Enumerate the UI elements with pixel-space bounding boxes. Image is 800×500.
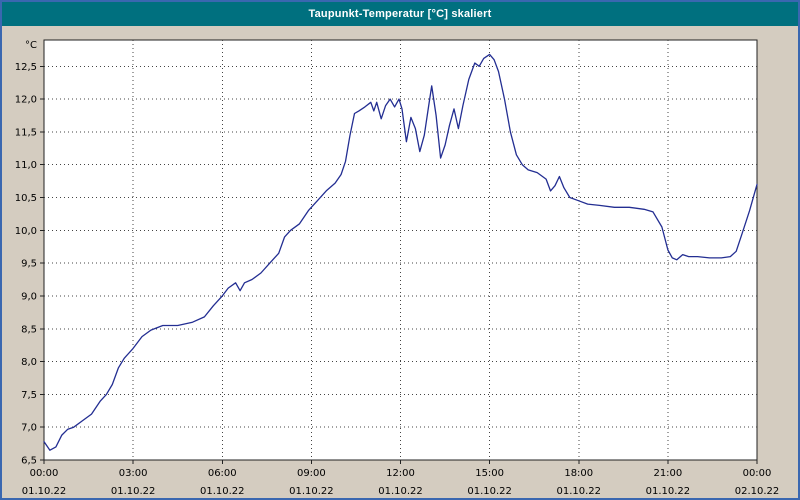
window-title: Taupunkt-Temperatur [°C] skaliert xyxy=(308,8,492,20)
x-tick-label: 18:00 xyxy=(564,468,593,479)
y-tick-label: 11,0 xyxy=(15,160,37,171)
y-tick-label: 9,0 xyxy=(21,291,37,302)
y-tick-label: 6,5 xyxy=(21,456,37,467)
y-tick-label: 8,0 xyxy=(21,357,37,368)
x-tick-label: 03:00 xyxy=(119,468,148,479)
x-tick-label: 12:00 xyxy=(386,468,415,479)
y-tick-label: 12,0 xyxy=(15,95,37,106)
x-date-label: 01.10.22 xyxy=(467,486,512,497)
y-tick-label: 7,0 xyxy=(21,423,37,434)
x-tick-label: 21:00 xyxy=(653,468,682,479)
x-date-label: 02.10.22 xyxy=(735,486,780,497)
y-tick-label: 8,5 xyxy=(21,324,37,335)
plot-background xyxy=(43,39,758,461)
x-date-label: 01.10.22 xyxy=(289,486,334,497)
x-tick-label: 15:00 xyxy=(475,468,504,479)
x-date-label: 01.10.22 xyxy=(22,486,67,497)
title-bar[interactable]: Taupunkt-Temperatur [°C] skaliert xyxy=(2,2,798,26)
chart-area: 6,5 7,0 7,5 8,0 8,5 9,0 9,5 10,0 10,5 11,0 11,5 12,… xyxy=(2,26,798,498)
x-tick-label: 09:00 xyxy=(297,468,326,479)
y-tick-label: 12,5 xyxy=(15,62,37,73)
x-date-label: 01.10.22 xyxy=(200,486,245,497)
x-date-label: 01.10.22 xyxy=(378,486,423,497)
y-tick-label: 9,5 xyxy=(21,259,37,270)
x-tick-label: 00:00 xyxy=(30,468,59,479)
x-date-label: 01.10.22 xyxy=(556,486,601,497)
y-tick-label: 7,5 xyxy=(21,390,37,401)
y-axis-unit-label: °C xyxy=(25,40,37,51)
x-date-label: 01.10.22 xyxy=(646,486,691,497)
x-date-label: 01.10.22 xyxy=(111,486,156,497)
x-tick-label: 00:00 xyxy=(743,468,772,479)
x-tick-label: 06:00 xyxy=(208,468,237,479)
y-tick-label: 10,0 xyxy=(15,226,37,237)
series-line xyxy=(43,53,758,451)
chart-canvas: 6,5 7,0 7,5 8,0 8,5 9,0 9,5 10,0 10,5 11,0 11,5 12,… xyxy=(15,39,780,497)
y-tick-label: 10,5 xyxy=(15,193,37,204)
y-tick-label: 11,5 xyxy=(15,127,37,138)
